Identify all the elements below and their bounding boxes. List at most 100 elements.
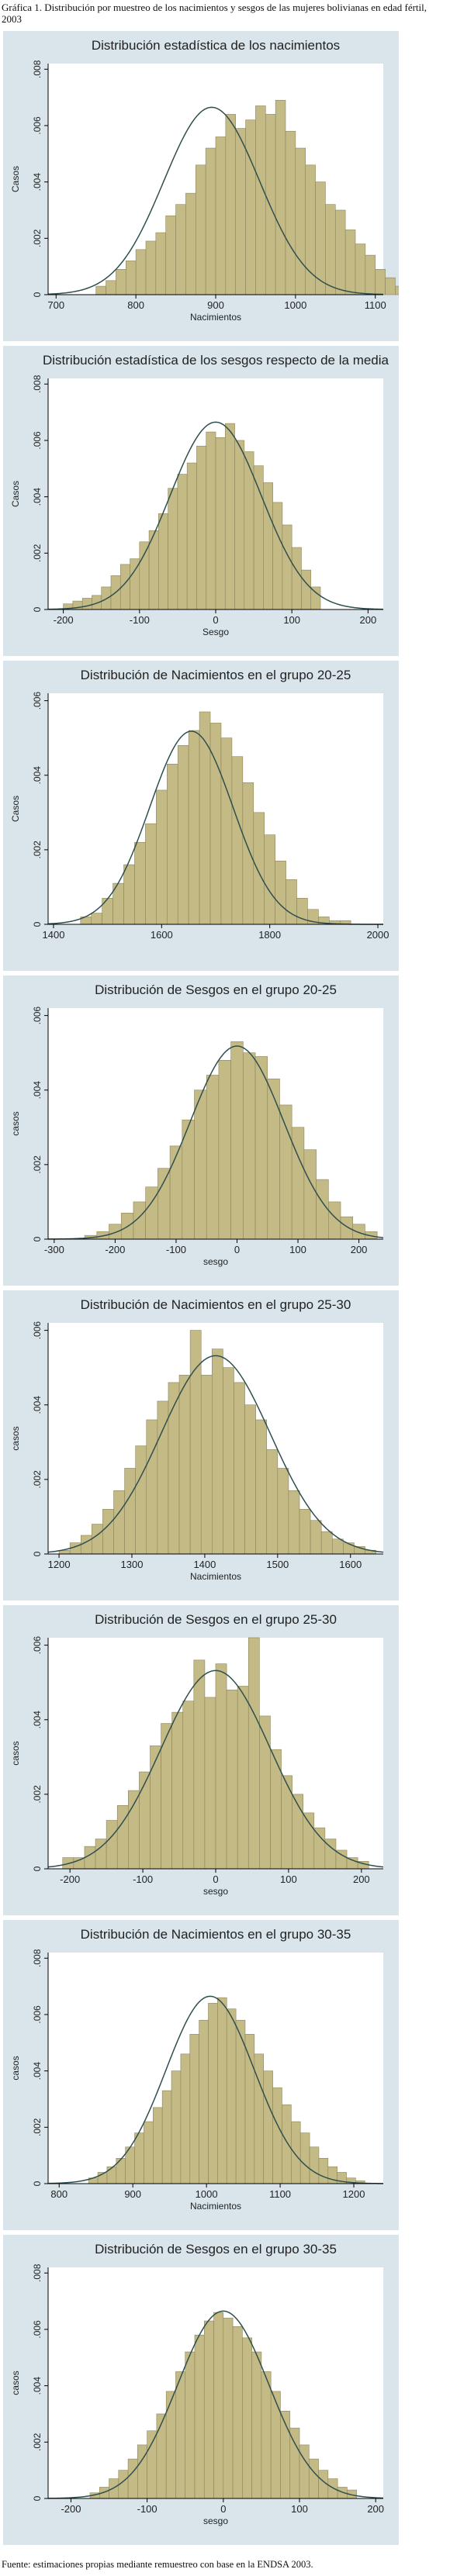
histogram-bar <box>223 1367 234 1555</box>
histogram-bar <box>282 524 292 610</box>
histogram-bar <box>135 249 147 295</box>
histogram-bar <box>263 2070 273 2184</box>
y-tick-label: .004 <box>32 173 43 192</box>
x-axis-title: Sesgo <box>202 627 229 637</box>
histogram-bar <box>199 2019 209 2184</box>
histogram-bar <box>243 1052 256 1240</box>
histogram-bar <box>73 1857 85 1870</box>
histogram-bar <box>158 1168 171 1240</box>
x-tick-label: 2000 <box>367 929 389 941</box>
y-tick-label: .008 <box>32 60 43 78</box>
normal-curve <box>47 1995 384 2184</box>
normal-curve <box>47 730 383 925</box>
histogram-bar <box>313 1827 326 1870</box>
chart-panel-2: Distribución estadística de los sesgos r… <box>3 346 399 656</box>
y-tick-label: .002 <box>32 1785 43 1804</box>
histogram-bar <box>266 1449 279 1555</box>
histogram-bar <box>395 285 399 295</box>
histogram-chart-7: Distribución de Nacimientos en el grupo … <box>3 1920 399 2230</box>
histogram-bar <box>340 1216 354 1240</box>
y-tick-label: 0 <box>32 921 43 927</box>
y-tick-label: .004 <box>32 2062 43 2080</box>
y-tick-label: 0 <box>32 1551 43 1556</box>
normal-curve <box>47 106 384 295</box>
histogram-bar <box>215 1663 227 1870</box>
x-tick-label: 1100 <box>365 299 386 311</box>
y-tick-label: .002 <box>32 2433 43 2451</box>
source-note: Fuente: estimaciones propias mediante re… <box>2 2559 313 2570</box>
histogram-bar <box>178 1374 191 1555</box>
histogram-bar <box>226 1689 238 1870</box>
histogram-bar <box>310 1520 322 1555</box>
histogram-chart-8: Distribución de Sesgos en el grupo 30-35… <box>3 2235 399 2545</box>
y-axis-title: casos <box>10 2056 21 2080</box>
x-tick-label: 1300 <box>121 1559 144 1570</box>
histogram-bar <box>134 2132 144 2184</box>
histogram-bar <box>244 451 254 610</box>
x-tick-label: 200 <box>351 1244 368 1255</box>
histogram-bar <box>195 164 206 295</box>
histogram-bar <box>212 1348 223 1555</box>
histogram-bar <box>116 1804 129 1870</box>
x-tick-label: 0 <box>213 614 218 626</box>
histogram-bar <box>106 280 116 295</box>
normal-curve <box>47 2310 384 2499</box>
histogram-bar <box>128 1790 140 1870</box>
histogram-bar <box>365 254 376 295</box>
histogram-bar <box>325 204 336 295</box>
x-tick-label: -300 <box>44 1244 64 1255</box>
histogram-bar <box>199 711 211 925</box>
chart-panel-5: Distribución de Nacimientos en el grupo … <box>3 1290 399 1601</box>
histogram-bar <box>275 860 286 925</box>
histogram-bar <box>109 1224 122 1240</box>
y-tick-label: .006 <box>32 1321 43 1340</box>
histogram-bar <box>135 1445 147 1555</box>
histogram-bar <box>223 2318 234 2499</box>
x-tick-label: 800 <box>50 2188 68 2200</box>
histogram-bar <box>208 2003 218 2184</box>
histogram-bar <box>254 1056 268 1240</box>
histogram-bar <box>316 1179 329 1240</box>
histogram-bar <box>147 2430 158 2499</box>
histogram-bar <box>261 2371 272 2499</box>
histogram-bar <box>145 823 157 925</box>
y-tick-label: .006 <box>32 2320 43 2339</box>
histogram-bar <box>275 99 286 295</box>
y-tick-label: .008 <box>32 1949 43 1967</box>
histogram-bar <box>288 1490 300 1555</box>
x-tick-label: 1000 <box>284 299 306 311</box>
y-tick-label: .004 <box>32 488 43 506</box>
histogram-chart-6: Distribución de Sesgos en el grupo 25-30… <box>3 1605 399 1915</box>
histogram-bar <box>215 136 227 295</box>
histogram-bar <box>193 1659 206 1870</box>
histogram-bar <box>169 1145 183 1240</box>
y-tick-label: 0 <box>32 1236 43 1241</box>
histogram-bar <box>344 230 356 295</box>
histogram-bar <box>245 119 256 295</box>
histogram-bar <box>200 1374 213 1555</box>
y-tick-label: .002 <box>32 229 43 247</box>
histogram-bar <box>217 1997 227 2184</box>
histogram-bar <box>289 2427 300 2499</box>
normal-curve <box>48 1045 384 1240</box>
x-tick-label: 700 <box>47 299 64 311</box>
chart-title: Distribución de Sesgos en el grupo 30-35 <box>95 2242 337 2257</box>
histogram-bar <box>127 2458 138 2499</box>
histogram-bar <box>177 744 189 925</box>
histogram-bar <box>80 1535 92 1555</box>
histogram-bar <box>234 1382 245 1555</box>
histogram-chart-2: Distribución estadística de los sesgos r… <box>3 346 399 656</box>
chart-title: Distribución estadística de los sesgos r… <box>43 353 389 368</box>
normal-curve <box>47 421 384 610</box>
x-axis-title: sesgo <box>203 1886 228 1897</box>
histogram-bar <box>352 1224 365 1240</box>
histogram-bar <box>146 1419 158 1555</box>
y-axis-title: casos <box>10 1741 21 1765</box>
histogram-bar <box>253 812 265 925</box>
histogram-bar <box>232 2326 243 2499</box>
histogram-bar <box>106 2166 117 2184</box>
histogram-bar <box>102 1509 114 1555</box>
y-tick-label: .004 <box>32 1711 43 1729</box>
x-tick-label: 1500 <box>266 1559 289 1570</box>
histogram-bar <box>385 277 396 295</box>
